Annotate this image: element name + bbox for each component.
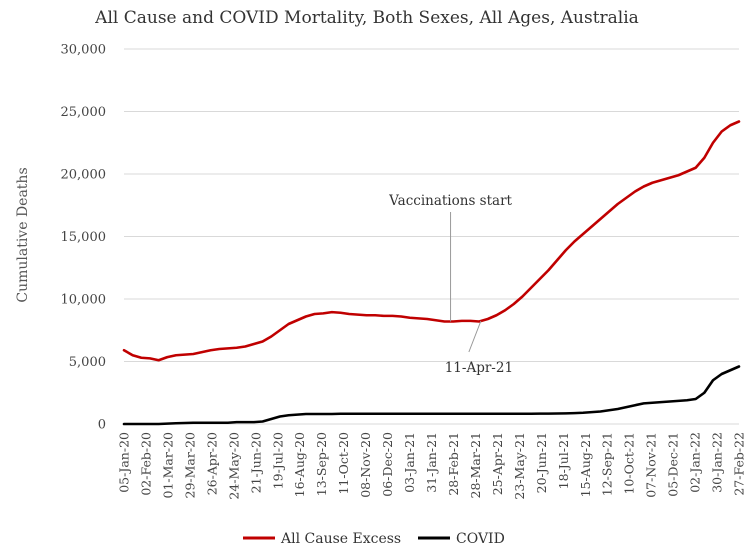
x-tick-label: 23-May-21 — [512, 432, 527, 500]
x-tick-label: 10-Oct-21 — [622, 432, 637, 495]
x-tick-label: 05-Jan-20 — [117, 432, 132, 493]
x-tick-label: 21-Jun-20 — [248, 432, 263, 493]
y-tick-label: 0 — [98, 418, 106, 433]
annotation-vaccinations-start: Vaccinations start — [388, 193, 512, 209]
annotation-date: 11-Apr-21 — [445, 360, 513, 376]
legend-label-covid: COVID — [456, 531, 505, 547]
x-tick-label: 30-Jan-22 — [710, 432, 725, 493]
series-line-covid — [122, 365, 741, 426]
y-axis-label: Cumulative Deaths — [15, 167, 31, 302]
x-tick-label: 03-Jan-21 — [402, 432, 417, 493]
legend-label-all-cause-excess: All Cause Excess — [280, 531, 401, 547]
x-tick-label: 08-Nov-20 — [358, 432, 373, 498]
x-tick-label: 06-Dec-20 — [380, 432, 395, 497]
x-tick-label: 20-Jun-21 — [534, 432, 549, 493]
x-tick-label: 26-Apr-20 — [204, 432, 219, 495]
x-tick-label: 16-Aug-20 — [292, 432, 307, 497]
x-tick-label: 15-Aug-21 — [578, 432, 593, 497]
y-tick-label: 30,000 — [61, 43, 107, 58]
x-tick-label: 28-Mar-21 — [468, 432, 483, 499]
legend: All Cause Excess COVID — [243, 531, 505, 547]
chart-title: All Cause and COVID Mortality, Both Sexe… — [94, 8, 639, 28]
x-tick-label: 29-Mar-20 — [182, 432, 197, 499]
x-tick-labels: 05-Jan-20 02-Feb-20 01-Mar-20 29-Mar-20 26-A… — [117, 432, 747, 500]
x-tick-label: 07-Nov-21 — [644, 432, 659, 498]
y-tick-label: 5,000 — [69, 355, 106, 370]
x-tick-label: 27-Feb-22 — [732, 432, 747, 496]
annotation-leader-date — [468, 320, 482, 353]
x-tick-label: 18-Jul-21 — [556, 432, 571, 489]
x-tick-label: 02-Feb-20 — [138, 432, 153, 496]
y-tick-label: 15,000 — [61, 230, 107, 245]
x-tick-label: 05-Dec-21 — [666, 432, 681, 497]
x-tick-label: 11-Oct-20 — [336, 432, 351, 495]
series-lines — [122, 120, 741, 426]
y-tick-labels: 0 5,000 10,000 15,000 20,000 25,000 30,000 — [61, 43, 107, 433]
y-tick-label: 10,000 — [61, 293, 107, 308]
x-tick-label: 19-Jul-20 — [270, 432, 285, 489]
x-tick-label: 13-Sep-20 — [314, 432, 329, 496]
x-tick-label: 31-Jan-21 — [424, 432, 439, 493]
series-line-all-cause-excess — [122, 120, 741, 362]
x-tick-label: 12-Sep-21 — [600, 432, 615, 496]
y-tick-label: 25,000 — [61, 105, 107, 120]
y-tick-label: 20,000 — [61, 168, 107, 183]
x-tick-label: 24-May-20 — [226, 432, 241, 500]
x-tick-label: 25-Apr-21 — [490, 432, 505, 495]
x-tick-label: 02-Jan-22 — [688, 432, 703, 493]
grid — [124, 48, 739, 425]
x-tick-label: 01-Mar-20 — [160, 432, 175, 499]
annotations: Vaccinations start 11-Apr-21 — [388, 193, 513, 376]
x-tick-label: 28-Feb-21 — [446, 432, 461, 496]
